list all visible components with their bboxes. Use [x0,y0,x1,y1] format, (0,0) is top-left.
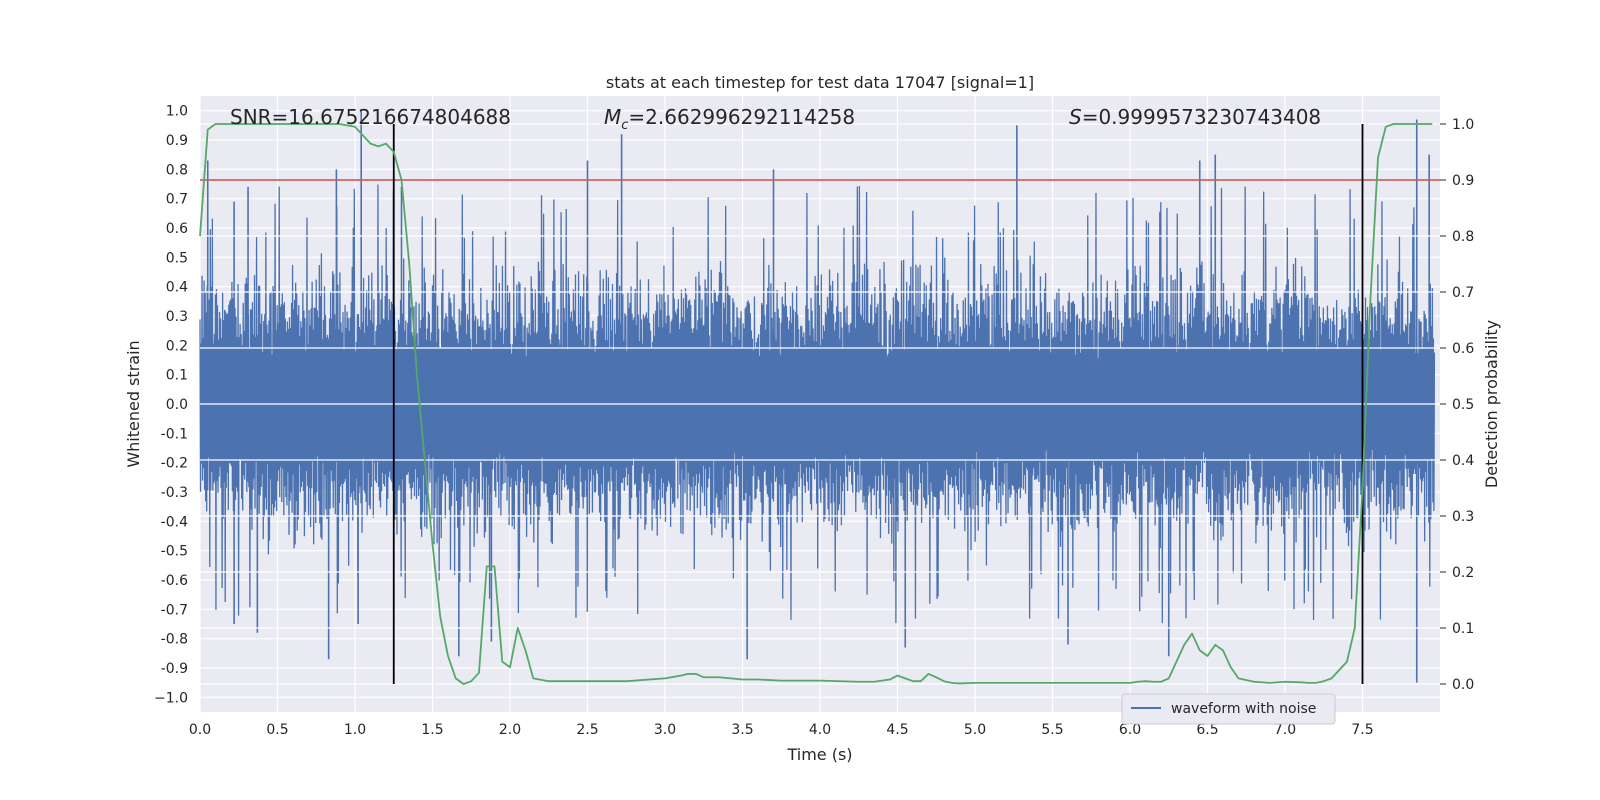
x-tick-label: 0.0 [189,722,211,738]
series-detection-probability [199,123,1433,685]
y-tick-label: −1.0 [154,690,188,706]
probability-line [199,123,1433,685]
legend-box [1121,693,1336,725]
x-tick-label: 3.5 [731,722,753,738]
x-tick-label: 7.0 [1274,722,1296,738]
y-tick-label: -0.9 [161,661,188,677]
chart-title: stats at each timestep for test data 170… [606,73,1034,92]
y-tick-label: -0.2 [161,456,188,472]
y2-tick-label: 0.7 [1452,285,1474,301]
y-tick-label: 0.2 [166,338,188,354]
x-tick-label: 5.0 [964,722,986,738]
y-tick-label: 0.1 [166,368,188,384]
y-tick-label: 0.0 [166,397,188,413]
y-tick-label: -0.3 [161,485,188,501]
y-tick-label: -0.4 [161,514,188,530]
y-tick-label: 0.7 [166,192,188,208]
y-tick-label: -0.7 [161,602,188,618]
y2-tick-label: 0.3 [1452,509,1474,525]
chirp-mass-symbol: M [604,105,621,129]
chirp-mass-subscript: c [621,118,628,133]
y-tick-label: 0.9 [166,133,188,149]
x-tick-label: 1.5 [421,722,443,738]
y2-axis-label: Detection probability [1482,320,1501,488]
stat-annotation: S=0.9999573230743408 [1069,105,1321,129]
y2-tick-label: 0.0 [1452,677,1474,693]
x-tick-label: 7.5 [1351,722,1373,738]
y-tick-label: 0.6 [166,221,188,237]
x-tick-label: 6.5 [1196,722,1218,738]
y-tick-label: 1.0 [166,104,188,120]
y-tick-label: 0.8 [166,162,188,178]
y-tick-label: 0.4 [166,280,188,296]
y2-tick-label: 0.4 [1452,453,1474,469]
x-tick-label: 4.5 [886,722,908,738]
x-tick-label: 1.0 [344,722,366,738]
y2-tick-label: 0.1 [1452,621,1474,637]
x-tick-label: 2.5 [576,722,598,738]
y-tick-label: -0.8 [161,632,188,648]
x-tick-label: 3.0 [654,722,676,738]
y-tick-label: 0.3 [166,309,188,325]
snr-annotation: SNR=16.675216674804688 [230,105,511,129]
legend-entry: waveform with noise [1171,701,1316,717]
chirp-mass-annotation: Mc=2.662996292114258 [604,105,855,133]
waveform-trace [199,184,1436,624]
y2-tick-label: 0.6 [1452,341,1474,357]
y-tick-label: -0.5 [161,544,188,560]
y2-tick-label: 0.5 [1452,397,1474,413]
ticks: 0.0 0.5 1.0 1.5 2.0 2.5 3.0 3.5 4.0 4.5 5.0 5.5 6.0 6… [154,104,1474,738]
y-tick-label: -0.1 [161,426,188,442]
y2-tick-label: 0.9 [1452,173,1474,189]
x-tick-label: 4.0 [809,722,831,738]
x-axis-label: Time (s) [786,745,852,764]
x-tick-label: 0.5 [266,722,288,738]
y-axis-label: Whitened strain [124,340,143,467]
y-tick-label: -0.6 [161,573,188,589]
y-tick-label: 0.5 [166,250,188,266]
x-tick-label: 5.5 [1041,722,1063,738]
legend: waveform with noise [1121,693,1336,725]
series-waveform-with-noise [199,110,1436,683]
x-tick-label: 2.0 [499,722,521,738]
x-tick-label: 6.0 [1119,722,1141,738]
chirp-mass-value: =2.662996292114258 [628,105,855,129]
stat-symbol: S [1069,105,1082,129]
stat-value: =0.9999573230743408 [1082,105,1321,129]
y2-tick-label: 0.2 [1452,565,1474,581]
y2-tick-label: 1.0 [1452,117,1474,133]
y2-tick-label: 0.8 [1452,229,1474,245]
